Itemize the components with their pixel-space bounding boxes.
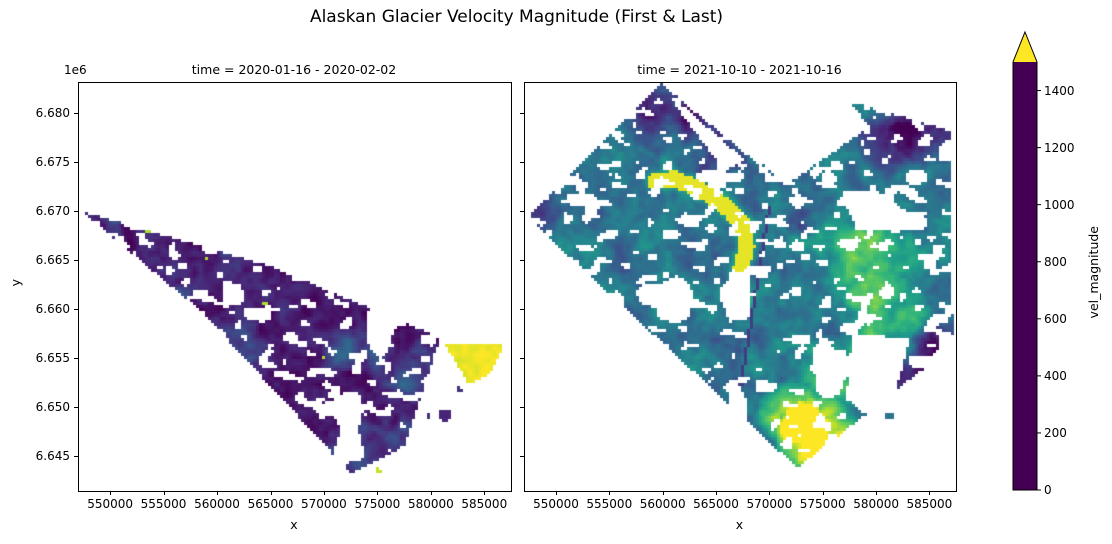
colorbar-outline	[1012, 30, 1038, 491]
x-tick-mark	[929, 491, 931, 495]
colorbar-extend-triangle	[1013, 32, 1037, 62]
x-tick-label: 585000	[906, 497, 953, 511]
x-tick-mark	[716, 491, 717, 495]
x-tick-mark	[662, 491, 664, 495]
x-tick-mark	[876, 491, 878, 495]
x-tick-mark	[484, 491, 486, 495]
x-tick-mark	[556, 491, 557, 495]
colorbar-tick-label: 1400	[1044, 83, 1075, 98]
subplot-title-last-period: time = 2021-10-10 - 2021-10-16	[637, 62, 842, 77]
y-tick-mark	[520, 455, 524, 457]
y-tick-mark	[74, 406, 78, 408]
colorbar-label: vel_magnitude	[1086, 226, 1101, 319]
y-tick-mark	[520, 309, 524, 310]
x-tick-label: 565000	[247, 497, 294, 511]
x-tick-mark	[163, 491, 165, 495]
x-tick-label: 555000	[140, 497, 187, 511]
x-tick-label: 560000	[639, 497, 686, 511]
x-tick-mark	[110, 491, 112, 495]
x-tick-label: 565000	[693, 497, 739, 511]
x-tick-label: 550000	[533, 497, 579, 511]
y-tick-label: 6.665	[35, 253, 70, 268]
y-tick-mark	[74, 260, 78, 262]
y-tick-mark	[74, 113, 78, 115]
y-tick-label: 6.655	[35, 350, 70, 365]
x-tick-mark	[430, 491, 432, 495]
y-tick-mark	[520, 162, 524, 164]
x-tick-mark	[270, 491, 272, 495]
left-axes	[78, 82, 512, 492]
y-tick-label: 6.670	[35, 204, 70, 219]
y-tick-mark	[520, 357, 524, 359]
y-tick-label: 6.645	[35, 448, 70, 463]
y-tick-label: 6.660	[35, 302, 70, 316]
x-axis-label-left: x	[290, 517, 298, 532]
x-tick-label: 550000	[87, 497, 133, 511]
right-axes	[524, 82, 957, 492]
figure-title: Alaskan Glacier Velocity Magnitude (Firs…	[309, 7, 724, 27]
colorbar-tick-label: 1200	[1044, 140, 1075, 155]
colorbar-tick-label: 400	[1044, 368, 1067, 383]
y-tick-label: 6.675	[35, 155, 70, 170]
y-tick-mark	[74, 357, 78, 359]
x-tick-label: 580000	[407, 497, 454, 511]
y-axis-offset-text: 1e6	[64, 63, 87, 77]
x-tick-mark	[377, 491, 379, 495]
y-axis-label: y	[8, 279, 23, 287]
x-tick-label: 570000	[300, 497, 347, 511]
x-tick-mark	[609, 491, 611, 495]
x-tick-mark	[217, 491, 218, 495]
y-tick-mark	[520, 406, 524, 408]
colorbar-tick-label: 200	[1044, 425, 1067, 440]
x-axis-label-right: x	[735, 517, 744, 532]
x-tick-label: 580000	[853, 497, 899, 511]
x-tick-label: 575000	[354, 497, 401, 511]
y-tick-mark	[74, 162, 78, 164]
colorbar-tick-label: 800	[1044, 254, 1067, 269]
y-tick-label: 6.680	[35, 106, 70, 121]
colorbar-tick-label: 600	[1044, 311, 1067, 326]
heatmap-first-period	[79, 83, 511, 491]
x-tick-mark	[323, 491, 325, 495]
y-tick-mark	[74, 211, 78, 213]
colorbar-tick-label: 1000	[1044, 197, 1075, 212]
y-tick-mark	[520, 113, 524, 115]
heatmap-last-period	[525, 83, 956, 491]
y-tick-mark	[520, 211, 524, 213]
colorbar-tick-label: 0	[1044, 483, 1052, 497]
colorbar	[1012, 30, 1041, 491]
subplot-title-first-period: time = 2020-01-16 - 2020-02-02	[191, 62, 397, 77]
x-tick-label: 555000	[586, 497, 633, 511]
y-tick-mark	[74, 309, 78, 310]
y-tick-mark	[520, 260, 524, 262]
y-tick-label: 6.650	[35, 399, 70, 414]
x-tick-mark	[822, 491, 824, 495]
x-tick-label: 575000	[799, 497, 846, 511]
x-tick-mark	[769, 491, 771, 495]
x-tick-label: 570000	[746, 497, 793, 511]
y-tick-mark	[74, 455, 78, 457]
x-tick-label: 585000	[461, 497, 508, 511]
x-tick-label: 560000	[194, 497, 240, 511]
colorbar-gradient	[1013, 62, 1037, 490]
